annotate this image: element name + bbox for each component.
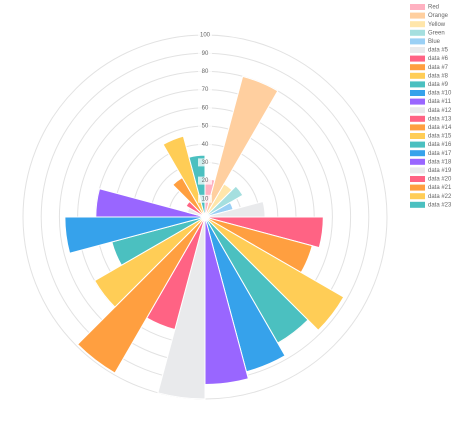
legend-swatch xyxy=(410,38,425,45)
legend-label: Green xyxy=(428,30,445,36)
legend-swatch xyxy=(410,133,425,139)
legend-label: data #22 xyxy=(428,194,452,200)
tick-backdrop xyxy=(198,122,212,130)
legend-swatch xyxy=(410,150,425,157)
legend-swatch xyxy=(410,141,425,148)
tick-backdrop xyxy=(198,176,212,185)
tick-backdrop xyxy=(198,194,212,203)
r-tick-label: 10 xyxy=(202,196,209,202)
legend-swatch xyxy=(410,47,425,53)
legend-label: data #19 xyxy=(428,168,452,174)
legend-swatch xyxy=(410,4,425,10)
legend-swatch xyxy=(410,158,425,165)
tick-backdrop xyxy=(198,140,212,149)
r-tick-label: 100 xyxy=(200,33,211,39)
tick-backdrop xyxy=(198,158,212,167)
legend-swatch xyxy=(410,12,425,19)
r-tick-label: 70 xyxy=(202,87,209,93)
legend-label: Blue xyxy=(428,39,441,45)
legend-label: data #12 xyxy=(428,108,452,114)
legend-swatch xyxy=(410,167,425,174)
segment xyxy=(64,216,206,254)
legend-swatch xyxy=(410,184,425,191)
legend-label: Yellow xyxy=(428,22,446,28)
legend-swatch xyxy=(410,193,425,200)
legend-label: data #20 xyxy=(428,177,452,183)
legend-label: data #7 xyxy=(428,65,449,71)
legend-swatch xyxy=(410,176,425,182)
legend-label: data #9 xyxy=(428,82,449,88)
r-tick-label: 20 xyxy=(202,178,209,184)
legend-label: data #17 xyxy=(428,151,452,157)
legend-swatch xyxy=(410,115,425,122)
segment xyxy=(162,135,206,218)
legend-label: data #10 xyxy=(428,91,452,97)
legend-label: data #8 xyxy=(428,73,449,79)
legend-label: data #15 xyxy=(428,134,452,140)
legend-label: data #5 xyxy=(428,48,449,54)
legend-swatch xyxy=(410,124,425,131)
legend-label: Red xyxy=(428,5,439,11)
legend-swatch xyxy=(410,107,425,114)
legend-swatch xyxy=(410,98,425,105)
r-tick-label: 50 xyxy=(202,124,209,130)
legend-label: data #11 xyxy=(428,99,452,105)
r-tick-label: 40 xyxy=(202,142,209,148)
segment xyxy=(204,216,345,331)
legend-label: Orange xyxy=(428,13,449,19)
legend-swatch xyxy=(410,29,425,36)
segment xyxy=(204,185,244,218)
tick-backdrop xyxy=(198,49,212,58)
r-tick-label: 30 xyxy=(202,160,209,166)
legend-label: data #13 xyxy=(428,116,452,122)
legend-label: data #21 xyxy=(428,185,452,191)
legend-swatch xyxy=(410,55,425,62)
legend-swatch xyxy=(410,90,425,96)
legend-label: data #16 xyxy=(428,142,452,148)
legend-label: data #23 xyxy=(428,202,452,208)
segment xyxy=(204,75,279,218)
legend-label: data #14 xyxy=(428,125,452,131)
segment xyxy=(95,188,206,218)
legend-label: data #18 xyxy=(428,159,452,165)
legend-swatch xyxy=(410,81,425,88)
r-tick-label: 60 xyxy=(202,105,209,111)
legend-label: data #6 xyxy=(428,56,449,62)
legend-swatch xyxy=(410,201,425,208)
legend-swatch xyxy=(410,21,425,28)
tick-backdrop xyxy=(198,103,212,112)
segment xyxy=(76,216,206,374)
tick-backdrop xyxy=(198,67,212,76)
tick-backdrop xyxy=(198,31,212,39)
legend-swatch xyxy=(410,72,425,79)
r-tick-label: 80 xyxy=(202,69,209,75)
legend-swatch xyxy=(410,64,425,71)
tick-backdrop xyxy=(198,85,212,94)
r-tick-label: 90 xyxy=(202,51,209,57)
segment xyxy=(93,216,206,308)
